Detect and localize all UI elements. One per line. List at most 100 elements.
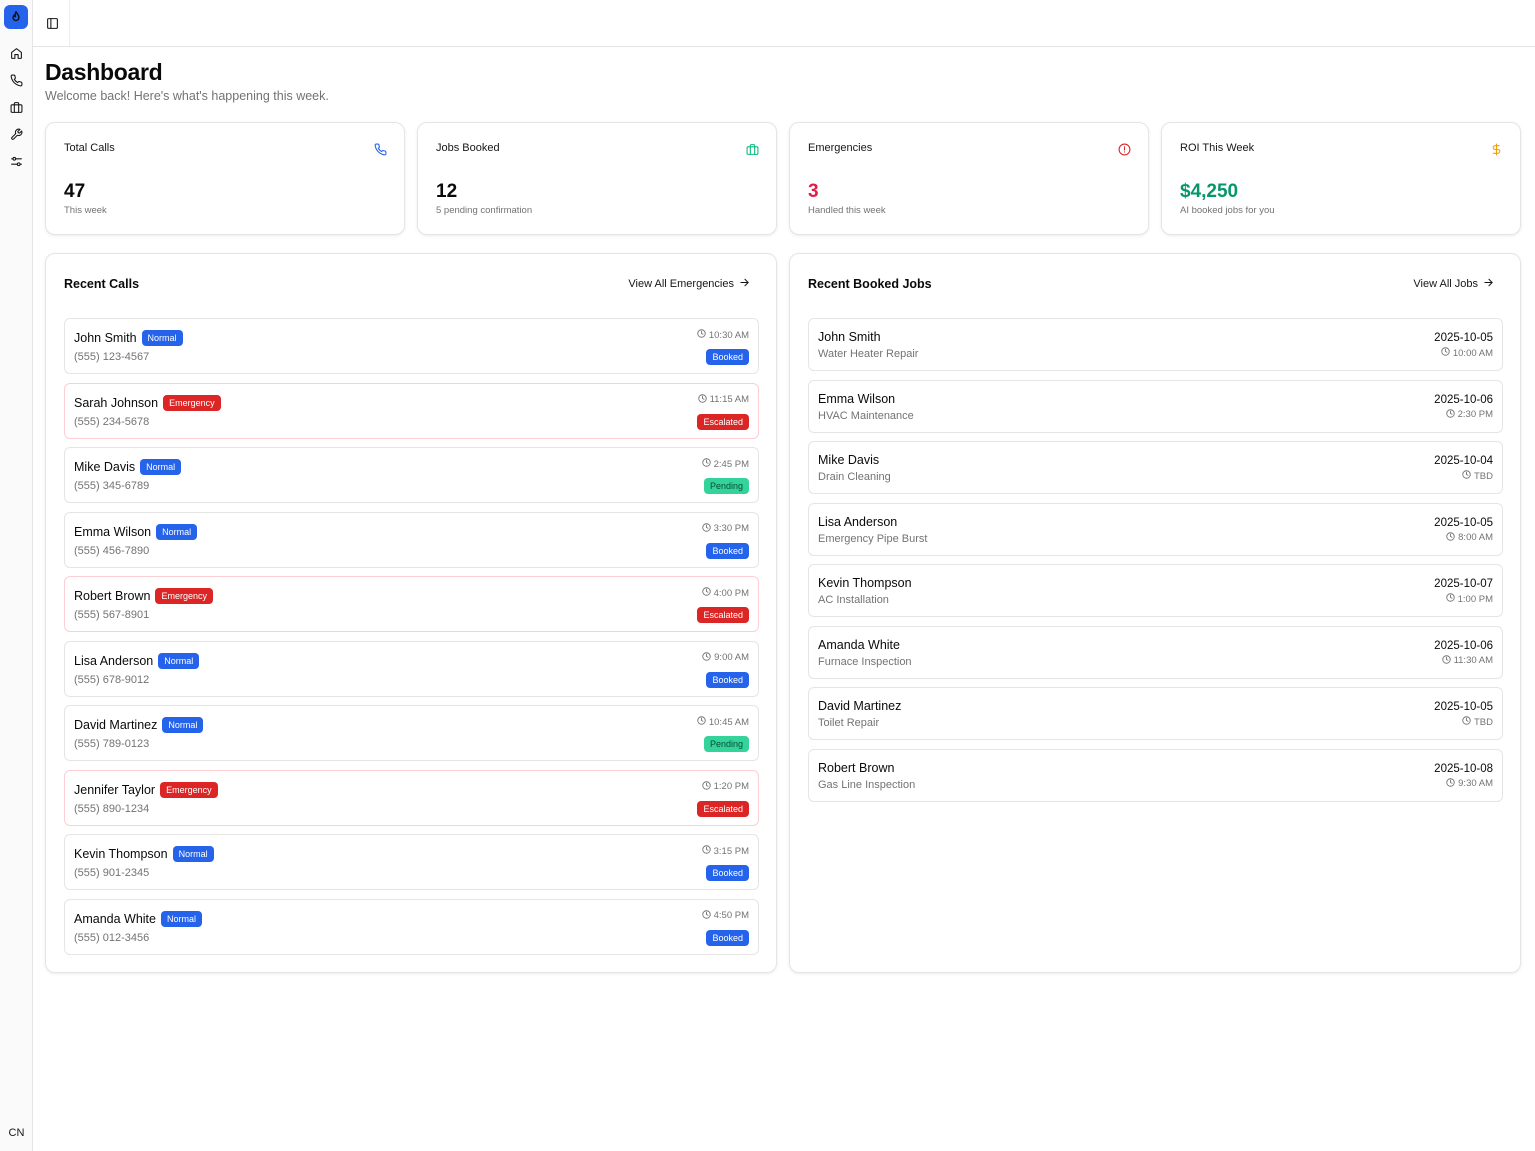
job-row[interactable]: Lisa Anderson Emergency Pipe Burst 2025-10… [808,502,1503,556]
stat-card-emergencies: Emergencies 3 Handled this week [789,122,1149,235]
call-row[interactable]: Kevin Thompson Normal (555) 901-2345 3:15 P… [64,834,759,890]
caller-name: Jennifer Taylor [74,782,156,797]
job-time: 2:30 PM [1445,408,1493,421]
job-row[interactable]: Mike Davis Drain Cleaning 2025-10-04 TBD [808,441,1503,494]
job-row[interactable]: David Martinez Toilet Repair 2025-10-05 TBD [808,687,1503,740]
priority-badge: Normal [160,910,202,927]
call-time: 2:45 PM [701,458,749,470]
status-badge-wrap: Escalated [697,799,749,817]
call-row[interactable]: Lisa Anderson Normal (555) 678-9012 9:00 AM… [64,640,759,697]
call-row[interactable]: Emma Wilson Normal (555) 456-7890 3:30 PM Bo… [64,511,759,568]
call-row[interactable]: Jennifer Taylor Emergency (555) 890-1234 1:… [64,769,759,826]
caller-phone: (555) 123-4567 [74,351,150,363]
job-customer: Kevin Thompson [818,576,912,590]
phone-icon[interactable] [8,72,24,88]
call-caller: Robert Brown Emergency [74,588,213,604]
job-row[interactable]: Emma Wilson HVAC Maintenance 2025-10-06 2:3… [808,379,1503,433]
job-service: Gas Line Inspection [818,778,916,791]
status-badge: Escalated [697,607,749,623]
job-service: Emergency Pipe Burst [818,532,928,545]
stat-subtext: 5 pending confirmation [436,205,533,216]
call-row[interactable]: John Smith Normal (555) 123-4567 10:30 AM Bo… [64,318,759,374]
call-time-text: 4:00 PM [713,587,749,599]
clock-icon [1445,408,1455,421]
clock-icon [702,651,711,664]
stat-label: Total Calls [64,142,115,154]
caller-name: David Martinez [74,718,158,732]
job-row[interactable]: Kevin Thompson AC Installation 2025-10-07 1… [808,564,1503,617]
stat-subtext: This week [64,205,107,216]
briefcase-icon [745,142,759,156]
call-time: 3:30 PM [701,522,749,535]
caller-phone: (555) 567-8901 [74,609,150,621]
sidebar-toggle-icon[interactable] [43,14,61,32]
user-avatar[interactable]: CN [8,1127,25,1139]
status-badge: Escalated [697,800,749,817]
job-time-text: 11:30 AM [1453,655,1493,666]
call-time: 11:15 AM [697,393,749,406]
caller-name: Kevin Thompson [74,847,168,861]
dollar-icon [1489,142,1503,156]
status-badge: Escalated [697,413,749,430]
caller-phone: (555) 345-6789 [74,480,150,492]
status-badge: Pending [703,478,749,494]
job-date: 2025-10-05 [1434,701,1493,713]
job-time: TBD [1462,716,1493,728]
job-service: Toilet Repair [818,717,880,729]
job-time-text: TBD [1474,470,1493,482]
call-caller: Jennifer Taylor Emergency [74,781,218,798]
call-time-text: 10:45 AM [708,716,749,728]
phone-icon [373,142,387,156]
job-time-text: 8:00 AM [1458,532,1493,543]
call-caller: David Martinez Normal [74,717,204,733]
caller-name: Amanda White [74,911,156,926]
job-customer: Emma Wilson [818,391,896,406]
caller-phone: (555) 901-2345 [74,867,150,879]
caller-name: Emma Wilson [74,524,152,539]
status-badge-wrap: Booked [706,670,749,688]
call-time: 10:30 AM [697,329,749,341]
view-all-jobs-link[interactable]: View All Jobs [1413,277,1494,291]
job-service: AC Installation [818,594,889,606]
caller-phone: (555) 234-5678 [74,415,150,428]
briefcase-icon[interactable] [8,99,24,115]
caller-name: Robert Brown [74,589,151,603]
stat-subtext: Handled this week [808,205,886,216]
caller-phone: (555) 890-1234 [74,802,150,815]
call-time-text: 3:30 PM [713,523,749,534]
priority-badge: Normal [141,330,183,346]
job-row[interactable]: John Smith Water Heater Repair 2025-10-05 1… [808,318,1503,371]
caller-name: Mike Davis [74,460,136,474]
call-time: 4:00 PM [701,587,749,599]
home-icon[interactable] [8,45,24,61]
job-date: 2025-10-08 [1434,762,1493,775]
call-caller: Emma Wilson Normal [74,523,198,540]
call-row[interactable]: Mike Davis Normal (555) 345-6789 2:45 PM Pen… [64,447,759,503]
status-badge-wrap: Booked [706,347,749,365]
stat-card-jobs-booked: Jobs Booked 12 5 pending confirmation [417,122,777,235]
settings-sliders-icon[interactable] [8,153,24,169]
sidebar: CN [0,0,33,1151]
clock-icon [1446,531,1455,544]
call-time: 10:45 AM [697,716,749,728]
status-badge: Pending [703,736,749,752]
priority-badge: Normal [140,459,182,475]
call-row[interactable]: Amanda White Normal (555) 012-3456 4:50 PM B… [64,898,759,955]
flame-icon[interactable] [4,5,28,29]
status-badge-wrap: Pending [703,734,749,752]
call-row[interactable]: David Martinez Normal (555) 789-0123 10:45 … [64,705,759,761]
status-badge-wrap: Booked [706,541,749,559]
clock-icon [1441,347,1450,359]
call-caller: Lisa Anderson Normal [74,652,200,669]
priority-badge: Normal [172,846,214,862]
stat-card-roi: ROI This Week $4,250 AI booked jobs for … [1161,122,1521,235]
view-all-emergencies-link[interactable]: View All Emergencies [628,277,750,291]
status-badge-wrap: Escalated [697,605,749,623]
status-badge: Booked [706,929,749,946]
arrow-right-icon [1483,277,1494,291]
job-row[interactable]: Amanda White Furnace Inspection 2025-10-06… [808,625,1503,679]
job-row[interactable]: Robert Brown Gas Line Inspection 2025-10-0… [808,748,1503,802]
call-row[interactable]: Robert Brown Emergency (555) 567-8901 4:00 … [64,576,759,632]
call-row[interactable]: Sarah Johnson Emergency (555) 234-5678 11:1… [64,382,759,439]
wrench-icon[interactable] [8,126,24,142]
